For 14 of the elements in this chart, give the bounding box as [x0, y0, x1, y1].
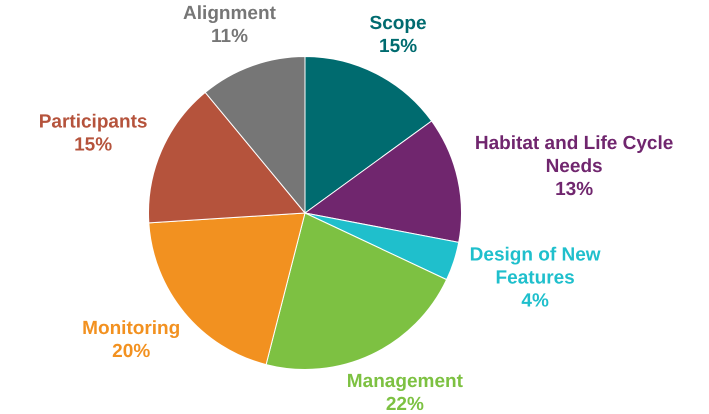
data-label: 20%: [112, 340, 150, 362]
slice-label: Scope: [370, 12, 427, 34]
data-label: 15%: [74, 134, 112, 156]
slice-label: Alignment: [183, 3, 277, 24]
data-label: 15%: [379, 36, 418, 57]
slice-label: Participants: [38, 112, 148, 133]
slice-label: Design of New Features: [470, 244, 601, 288]
data-label: 4%: [521, 290, 549, 312]
slice-label: Management: [346, 371, 464, 392]
data-label: 13%: [555, 179, 594, 200]
data-label: 22%: [386, 394, 424, 414]
slice-label: Monitoring: [82, 318, 180, 339]
slice-label: Habitat and Life Cycle Needs: [474, 133, 674, 178]
data-label: 11%: [210, 26, 248, 48]
